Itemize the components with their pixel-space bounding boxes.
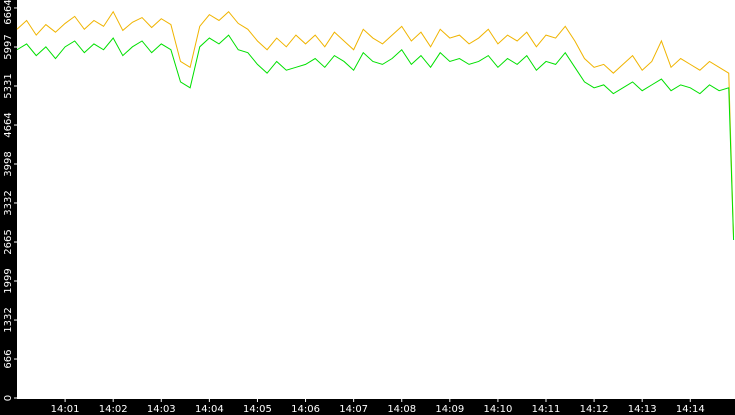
- x-tick-label: 14:09: [435, 404, 464, 415]
- y-tick-label: 3332: [3, 190, 14, 215]
- x-tick-label: 14:01: [51, 404, 80, 415]
- y-tick-label: 5331: [3, 73, 14, 98]
- y-tick-label: 1332: [3, 307, 14, 332]
- series-line: [16, 34, 735, 240]
- y-tick-label: 666: [3, 349, 14, 368]
- x-axis-strip: [0, 399, 735, 415]
- x-tick-label: 14:07: [339, 404, 368, 415]
- x-tick-label: 14:06: [291, 404, 320, 415]
- x-tick-label: 14:05: [243, 404, 272, 415]
- x-tick-label: 14:13: [628, 404, 657, 415]
- x-tick-label: 14:14: [676, 404, 705, 415]
- y-tick-label: 0: [3, 395, 14, 401]
- y-tick-label: 1999: [3, 268, 14, 293]
- y-axis-strip: [0, 0, 17, 415]
- series-line: [16, 10, 735, 238]
- x-tick-label: 14:04: [195, 404, 224, 415]
- y-tick-label: 3998: [3, 151, 14, 176]
- x-tick-label: 14:03: [147, 404, 176, 415]
- y-tick-label: 5997: [3, 34, 14, 59]
- y-tick-label: 2665: [3, 229, 14, 254]
- y-tick-label: 6664: [3, 0, 14, 25]
- x-tick-label: 14:10: [483, 404, 512, 415]
- x-tick-label: 14:02: [99, 404, 128, 415]
- x-tick-label: 14:11: [532, 404, 561, 415]
- x-tick-label: 14:12: [580, 404, 609, 415]
- y-tick-label: 4664: [3, 112, 14, 137]
- x-tick-label: 14:08: [387, 404, 416, 415]
